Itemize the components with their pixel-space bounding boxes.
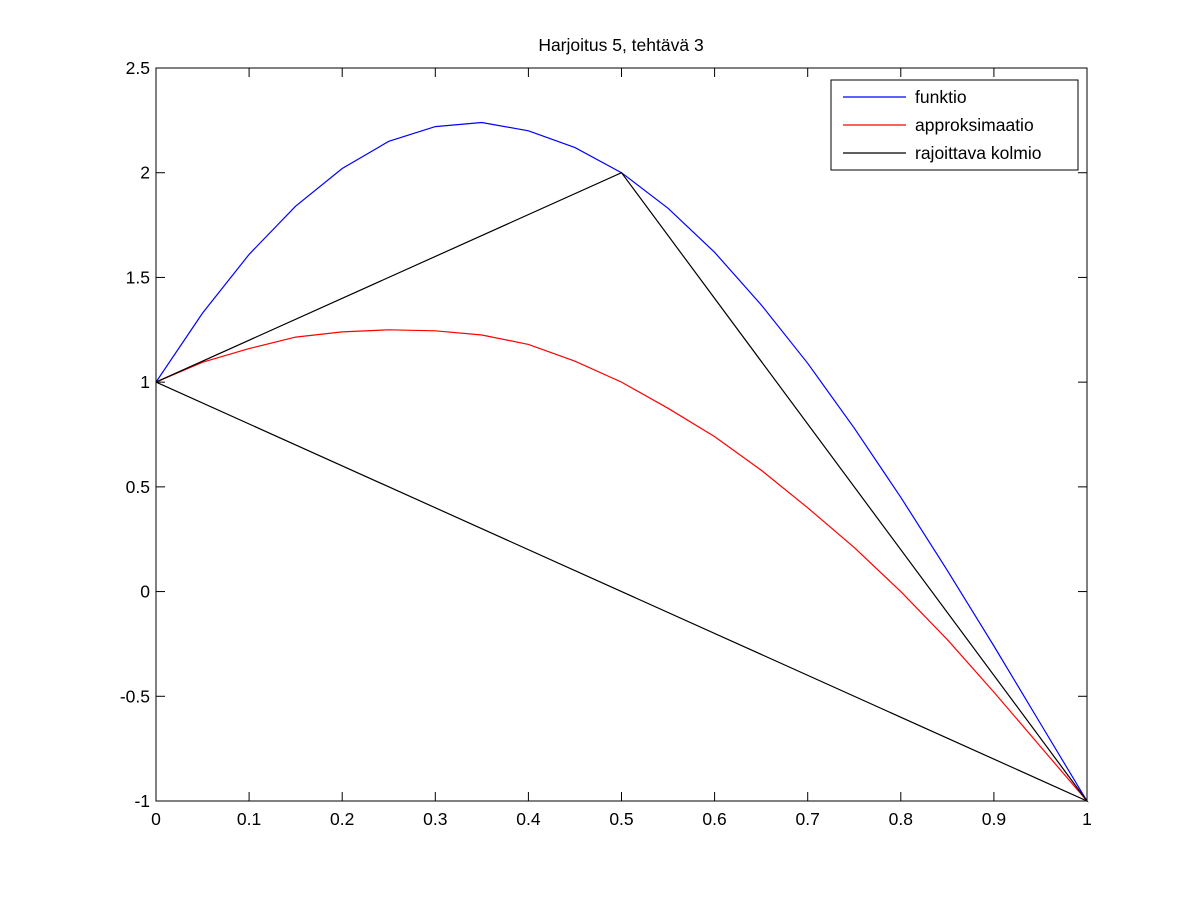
series-line-rajoittava-kolmio: [155, 171, 1089, 803]
plot-area: [155, 121, 1089, 803]
x-tick-label: 0.7: [796, 809, 820, 829]
y-tick-label: -0.5: [120, 686, 150, 706]
x-tick-label: 0.4: [516, 809, 541, 829]
series-line-approksimaatio: [155, 329, 1088, 802]
y-tick-label: 0: [140, 582, 150, 602]
axes: 0 0.1 0.2 0.3 0.4 0.5 0.6 0.7 0.8 0.9 1 -1 -0.5 0 0.5 1…: [120, 58, 1092, 829]
x-tick-label: 0: [151, 809, 161, 829]
y-tick-label: 1.5: [126, 267, 150, 287]
chart-title: Harjoitus 5, tehtävä 3: [538, 35, 703, 55]
y-tick-label: 2.5: [126, 58, 150, 78]
x-tick-label: 0.6: [702, 809, 726, 829]
x-tick-label: 1: [1082, 809, 1092, 829]
x-tick-label: 0.8: [889, 809, 913, 829]
y-tick-label: 1: [140, 372, 150, 392]
legend-label-approksimaatio: approksimaatio: [915, 115, 1034, 135]
x-tick-label: 0.9: [982, 809, 1006, 829]
x-tick-label: 0.1: [237, 809, 261, 829]
legend: funktio approksimaatio rajoittava kolmio: [830, 79, 1079, 171]
x-tick-label: 0.3: [423, 809, 447, 829]
x-tick-label: 0.2: [330, 809, 354, 829]
y-tick-label: 0.5: [126, 477, 150, 497]
legend-label-rajoittava-kolmio: rajoittava kolmio: [915, 143, 1041, 163]
x-tick-label: 0.5: [609, 809, 633, 829]
y-tick-label: 2: [140, 163, 150, 183]
legend-label-funktio: funktio: [915, 87, 967, 107]
y-tick-label: -1: [134, 791, 150, 811]
